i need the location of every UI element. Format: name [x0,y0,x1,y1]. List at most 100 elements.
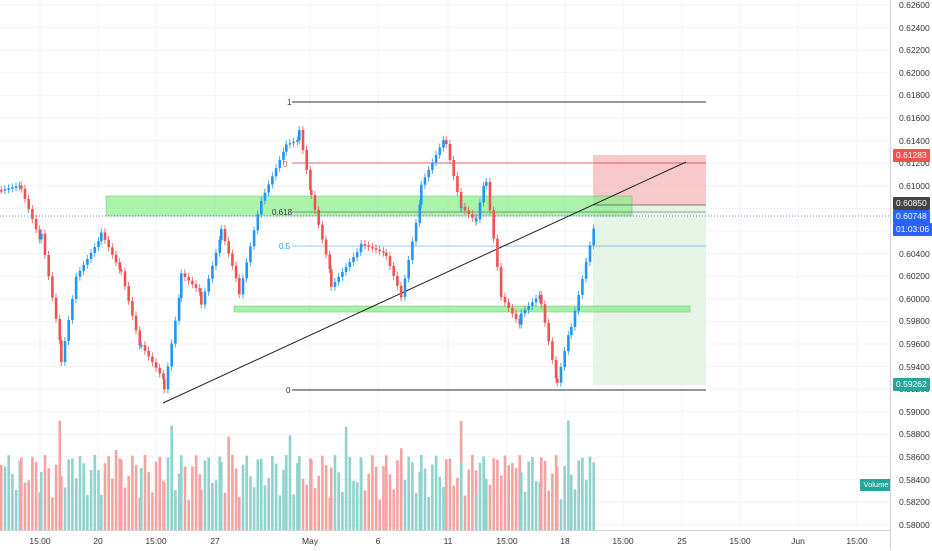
candle-body [442,140,445,148]
candle-body [540,294,543,305]
candle-body [103,232,107,240]
candle-body [460,206,463,209]
candle-body [538,294,542,299]
volume-bar [249,476,252,530]
candle-body [86,258,89,265]
candle-body [58,318,62,341]
candle-body [556,378,559,383]
volume-bar [82,463,85,530]
candle-body [573,310,577,327]
candle-body [360,244,363,248]
volume-bar [34,461,38,530]
candle-body [588,245,592,262]
candle-body [559,366,563,383]
volume-bar [11,473,14,530]
candle-body [423,177,427,185]
candle-body [143,345,147,351]
volume-bar [385,455,388,530]
price-chart[interactable] [0,0,890,530]
volume-bar [114,450,118,530]
price-tick: 0.59000 [899,406,930,417]
candle-body [485,181,488,186]
volume-bar [194,455,198,530]
volume-bar [333,455,337,530]
candle-body [298,129,301,141]
candle-body [321,224,324,240]
candle-body [378,249,382,252]
candle-body [328,254,332,270]
volume-bar [467,469,470,530]
volume-bar [223,492,227,530]
candle-body [388,256,392,266]
volume-bar [75,478,78,530]
volume-bar [452,485,455,530]
candle-body [107,239,110,248]
volume-bar [559,499,563,530]
volume-bar [278,495,282,530]
stop-price-tag: 0.59262 [893,378,930,391]
volume-bar [60,476,63,530]
volume-label[interactable]: Volume [860,479,890,491]
volume-bar [234,468,238,530]
resistance-zone [105,195,633,217]
price-axis[interactable]: 0.62600 0.62400 0.62200 0.62000 0.61800 0.616… [890,0,932,550]
candle-body [431,162,434,170]
volume-bar [551,473,554,530]
volume-bar [245,455,248,530]
candle-body [177,297,181,321]
candle-body [241,278,245,295]
volume-bar [581,457,584,530]
volume-bar [103,463,107,530]
chart-area[interactable]: 1 0 0.618 0.5 0 Volume [0,0,890,530]
candle-body [288,143,292,145]
candle-body [40,233,43,240]
candle-body [438,147,442,155]
candle-body [67,320,70,342]
volume-bar [407,456,410,530]
candle-body [400,295,403,298]
volume-bar [352,480,355,530]
candle-body [554,359,558,379]
candle-body [503,296,507,303]
candle-body [352,257,355,263]
time-axis[interactable]: 15:00 20 15:00 27 May 6 11 15:00 18 15:00 25 15:00 J… [0,530,890,551]
volume-bar [20,457,23,530]
time-tick: 18 [560,536,570,546]
volume-bar [328,497,332,530]
time-tick: 6 [375,536,381,546]
volume-bar [431,464,434,530]
volume-bar [547,490,550,530]
candle-body [47,255,50,277]
volume-bar [321,455,324,530]
candle-body [434,154,438,163]
volume-bar [475,494,478,530]
candle-body [249,246,252,263]
candle-body [151,356,154,363]
candle-body [330,269,333,287]
volume-bar [344,426,348,530]
price-tick: 0.58600 [899,452,930,462]
volume-bar [485,478,488,530]
volume-bar [111,478,114,530]
candle-body [34,219,38,230]
candle-body [174,320,177,344]
candle-body [305,149,308,170]
volume-bar [460,463,463,530]
candle-body [158,367,162,374]
candle-body [82,264,85,271]
volume-bar [71,458,74,530]
price-tick: 0.62400 [899,22,930,33]
volume-bar [134,464,138,530]
time-tick: 25 [677,536,687,546]
candle-body [371,246,374,249]
candle-body [60,340,63,362]
volume-bar [207,457,210,530]
volume-bar [78,456,82,530]
candle-body [341,271,344,277]
time-tick: 15:00 [145,536,167,546]
volume-bar [54,464,58,530]
volume-bar [456,477,459,530]
candle-body [292,141,295,144]
volume-bar [298,456,301,530]
candle-body [392,265,395,276]
